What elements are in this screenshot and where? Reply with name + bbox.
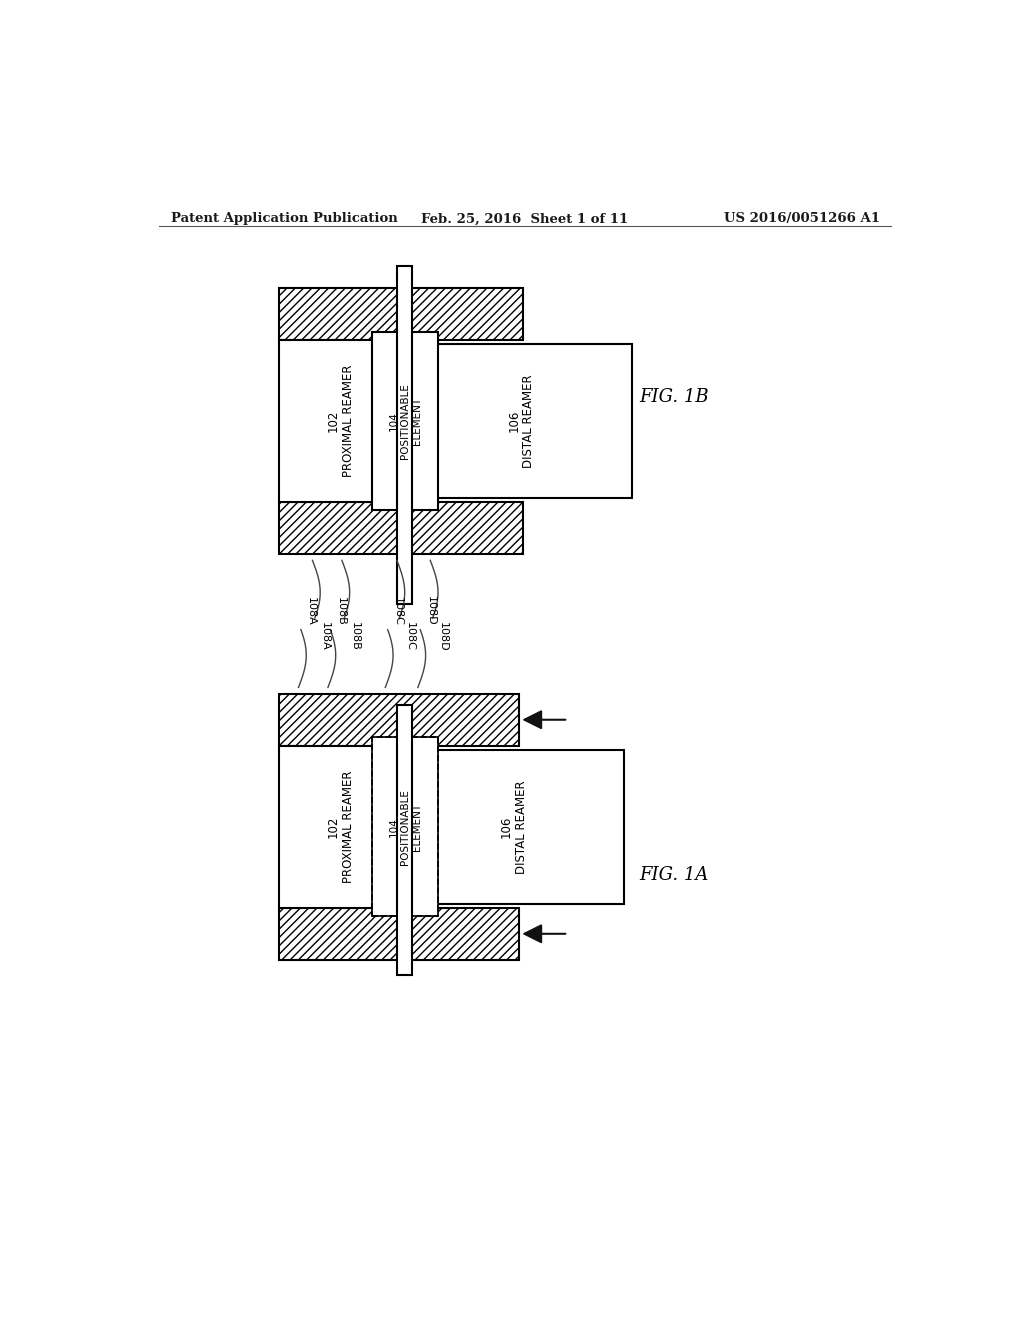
- Text: 106
DISTAL REAMER: 106 DISTAL REAMER: [500, 780, 527, 874]
- Text: FIG. 1A: FIG. 1A: [640, 866, 709, 883]
- Bar: [280, 908, 519, 960]
- Text: 104
POSITIONABLE
ELEMENT: 104 POSITIONABLE ELEMENT: [388, 789, 422, 865]
- Text: 108A: 108A: [306, 597, 316, 626]
- Bar: [280, 288, 523, 341]
- Text: 102
PROXIMAL REAMER: 102 PROXIMAL REAMER: [327, 364, 355, 478]
- Bar: [397, 267, 413, 605]
- Text: 108B: 108B: [349, 622, 359, 651]
- Bar: [280, 502, 523, 554]
- Bar: [372, 738, 438, 916]
- Text: US 2016/0051266 A1: US 2016/0051266 A1: [724, 213, 880, 226]
- Text: 108A: 108A: [321, 622, 330, 651]
- Bar: [372, 331, 438, 511]
- Text: 108D: 108D: [438, 622, 449, 652]
- Text: Feb. 25, 2016  Sheet 1 of 11: Feb. 25, 2016 Sheet 1 of 11: [421, 213, 629, 226]
- Bar: [403, 750, 624, 904]
- Bar: [397, 705, 413, 975]
- Text: 108C: 108C: [404, 622, 415, 651]
- Text: 108C: 108C: [393, 597, 403, 626]
- Text: 108D: 108D: [426, 597, 435, 626]
- Text: FIG. 1B: FIG. 1B: [640, 388, 710, 407]
- Bar: [280, 693, 519, 746]
- Bar: [280, 746, 403, 908]
- Text: 104
POSITIONABLE
ELEMENT: 104 POSITIONABLE ELEMENT: [388, 383, 422, 459]
- Bar: [372, 738, 438, 916]
- Bar: [411, 345, 632, 498]
- Text: 106
DISTAL REAMER: 106 DISTAL REAMER: [507, 374, 536, 467]
- Text: 108B: 108B: [336, 597, 346, 626]
- Text: 102
PROXIMAL REAMER: 102 PROXIMAL REAMER: [327, 771, 355, 883]
- Text: Patent Application Publication: Patent Application Publication: [171, 213, 397, 226]
- Bar: [280, 341, 403, 502]
